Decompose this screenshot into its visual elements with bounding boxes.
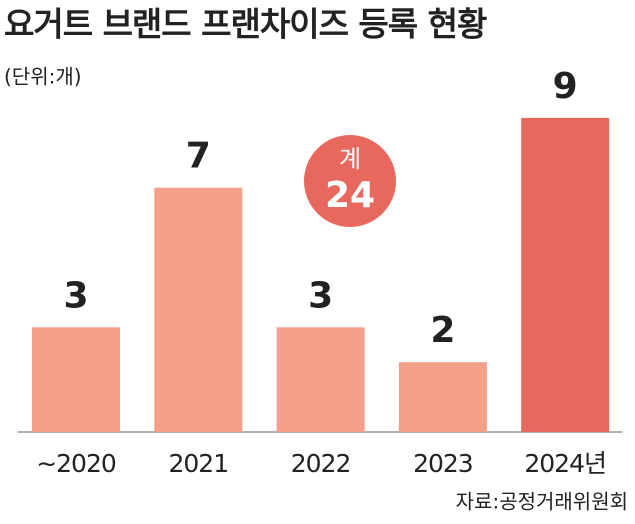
bar: [32, 327, 120, 432]
value-label: 3: [308, 275, 333, 316]
source: 자료:공정거래위원회: [456, 490, 628, 514]
value-label: 7: [186, 136, 211, 177]
chart-title: 요거트 브랜드 프랜차이즈 등록 현황: [4, 5, 487, 44]
bar: [276, 327, 365, 432]
x-tick-label: 2021: [168, 449, 228, 478]
total-value: 24: [325, 175, 375, 216]
value-label: 2: [430, 310, 455, 351]
x-tick-label: 2023: [413, 449, 473, 478]
bar: [398, 362, 487, 432]
value-label: 9: [553, 66, 578, 107]
x-tick-label: 2024년: [524, 449, 606, 478]
bar: [154, 187, 243, 432]
unit-label: (단위:개): [4, 65, 82, 89]
total-label: 계: [339, 145, 361, 173]
total-badge: [304, 135, 396, 227]
bar: [521, 117, 610, 433]
x-tick-label: ∼2020: [36, 449, 116, 478]
x-tick-label: 2022: [291, 449, 351, 478]
value-label: 3: [63, 275, 88, 316]
